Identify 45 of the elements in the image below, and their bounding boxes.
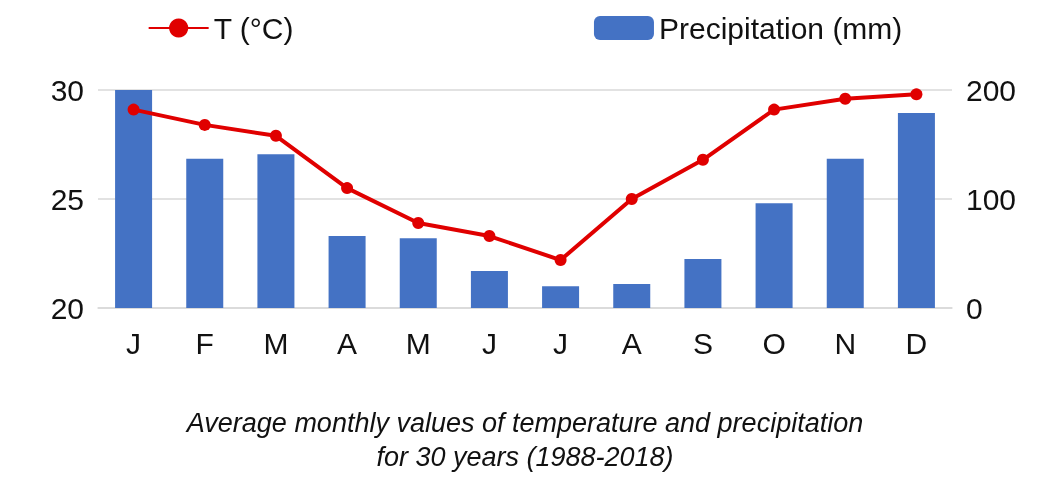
- bar: [897, 112, 935, 308]
- point: [839, 92, 852, 105]
- point: [696, 153, 709, 166]
- bar: [542, 286, 580, 308]
- bar: [257, 154, 295, 308]
- bar: [755, 203, 793, 308]
- y2-tick-label: 200: [966, 73, 1017, 107]
- x-tick-label: J: [553, 326, 569, 360]
- point: [910, 88, 923, 101]
- bar: [186, 158, 224, 308]
- point: [625, 193, 638, 205]
- x-tick-label: S: [692, 326, 713, 360]
- legend-label: T (°C): [213, 11, 294, 45]
- bar: [826, 158, 864, 308]
- bar: [470, 270, 508, 308]
- bar: [328, 236, 366, 308]
- bar: [115, 90, 153, 308]
- point: [412, 216, 425, 229]
- bar: [613, 284, 651, 308]
- x-tick-label: J: [126, 326, 142, 360]
- y-tick-label: 25: [50, 182, 84, 216]
- y2-tick-label: 0: [966, 291, 983, 325]
- point: [127, 103, 140, 116]
- x-tick-label: A: [337, 326, 358, 360]
- point: [483, 230, 496, 243]
- y-tick-label: 30: [50, 73, 84, 107]
- point: [341, 182, 354, 195]
- x-tick-label: M: [263, 326, 289, 360]
- x-tick-label: O: [762, 326, 786, 360]
- point: [198, 118, 211, 131]
- point: [269, 129, 282, 142]
- y-tick-label: 20: [50, 291, 84, 325]
- legend-label: Precipitation (mm): [658, 11, 903, 45]
- point: [768, 103, 781, 116]
- x-tick-label: F: [195, 326, 214, 360]
- y2-tick-label: 100: [966, 182, 1017, 216]
- bar: [684, 258, 722, 308]
- x-tick-label: D: [905, 326, 928, 360]
- x-tick-label: A: [621, 326, 642, 360]
- x-tick-label: M: [405, 326, 431, 360]
- x-tick-label: N: [834, 326, 857, 360]
- point: [554, 254, 567, 267]
- text: Average monthly values of temperature and precipitation for 30 years (1988-2018): [184, 408, 864, 472]
- bar: [399, 238, 437, 308]
- x-tick-label: J: [481, 326, 497, 360]
